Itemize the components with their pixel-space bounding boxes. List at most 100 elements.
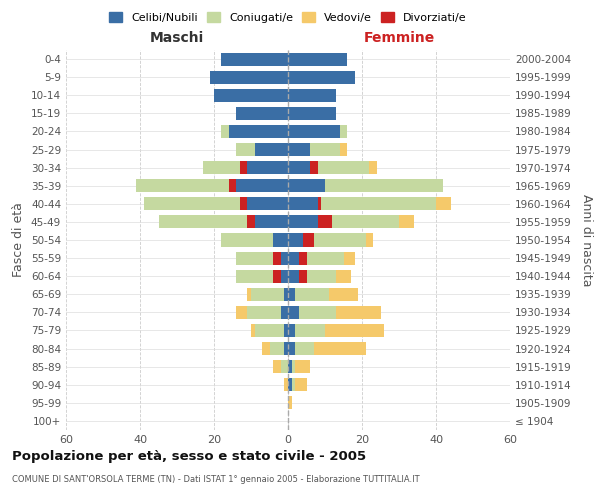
Bar xyxy=(317,216,332,228)
Bar xyxy=(288,288,295,301)
Bar xyxy=(281,360,288,373)
Bar xyxy=(288,125,340,138)
Bar xyxy=(399,216,414,228)
Bar xyxy=(288,324,295,337)
Text: Maschi: Maschi xyxy=(150,30,204,44)
Bar xyxy=(240,198,247,210)
Text: Popolazione per età, sesso e stato civile - 2005: Popolazione per età, sesso e stato civil… xyxy=(12,450,366,463)
Bar xyxy=(317,198,436,210)
Bar xyxy=(292,360,295,373)
Bar xyxy=(288,52,347,66)
Bar xyxy=(336,306,380,319)
Bar xyxy=(236,306,247,319)
Bar xyxy=(288,88,336,102)
Bar xyxy=(325,179,443,192)
Bar xyxy=(288,306,299,319)
Bar xyxy=(288,143,310,156)
Bar xyxy=(136,179,236,192)
Bar xyxy=(299,306,336,319)
Bar xyxy=(281,252,288,264)
Bar xyxy=(310,161,370,174)
Bar xyxy=(254,216,288,228)
Bar xyxy=(288,378,292,392)
Bar xyxy=(436,198,451,210)
Bar xyxy=(299,270,307,282)
Bar xyxy=(288,252,299,264)
Bar xyxy=(288,342,295,355)
Bar xyxy=(336,270,351,282)
Legend: Celibi/Nubili, Coniugati/e, Vedovi/e, Divorziati/e: Celibi/Nubili, Coniugati/e, Vedovi/e, Di… xyxy=(109,12,467,22)
Bar xyxy=(303,234,314,246)
Bar xyxy=(292,378,295,392)
Bar xyxy=(281,270,288,282)
Bar xyxy=(295,288,329,301)
Bar xyxy=(273,360,281,373)
Bar xyxy=(284,378,288,392)
Bar xyxy=(247,161,288,174)
Bar xyxy=(247,198,288,210)
Bar xyxy=(236,270,281,282)
Bar xyxy=(310,143,340,156)
Bar xyxy=(288,161,310,174)
Y-axis label: Fasce di età: Fasce di età xyxy=(13,202,25,278)
Bar xyxy=(281,306,288,319)
Bar xyxy=(288,360,292,373)
Bar xyxy=(288,179,325,192)
Bar xyxy=(221,234,273,246)
Bar xyxy=(325,324,384,337)
Bar xyxy=(221,125,229,138)
Bar xyxy=(340,143,347,156)
Bar xyxy=(158,216,254,228)
Bar xyxy=(314,342,366,355)
Bar xyxy=(143,198,247,210)
Bar xyxy=(317,198,322,210)
Bar xyxy=(247,216,254,228)
Bar xyxy=(303,234,366,246)
Bar xyxy=(247,306,281,319)
Text: Femmine: Femmine xyxy=(364,30,434,44)
Bar xyxy=(299,252,343,264)
Bar xyxy=(229,125,288,138)
Bar xyxy=(288,70,355,84)
Bar xyxy=(340,125,347,138)
Bar xyxy=(273,270,281,282)
Bar xyxy=(273,252,281,264)
Bar xyxy=(310,161,317,174)
Bar xyxy=(329,288,358,301)
Bar xyxy=(299,252,307,264)
Bar xyxy=(262,342,269,355)
Bar xyxy=(229,179,236,192)
Bar xyxy=(295,378,307,392)
Bar xyxy=(366,234,373,246)
Bar xyxy=(247,288,251,301)
Bar xyxy=(284,288,288,301)
Bar xyxy=(288,270,299,282)
Bar xyxy=(236,179,288,192)
Bar xyxy=(203,161,247,174)
Bar xyxy=(317,216,399,228)
Bar xyxy=(254,143,288,156)
Bar xyxy=(299,270,336,282)
Bar xyxy=(295,360,310,373)
Bar xyxy=(236,143,254,156)
Bar xyxy=(343,252,355,264)
Bar xyxy=(295,324,325,337)
Bar xyxy=(273,234,288,246)
Bar xyxy=(251,324,254,337)
Bar xyxy=(284,342,288,355)
Bar xyxy=(295,342,314,355)
Bar xyxy=(288,234,303,246)
Bar xyxy=(221,52,288,66)
Bar xyxy=(269,342,284,355)
Bar xyxy=(236,107,288,120)
Y-axis label: Anni di nascita: Anni di nascita xyxy=(580,194,593,286)
Bar xyxy=(251,288,284,301)
Bar xyxy=(240,161,247,174)
Bar xyxy=(214,88,288,102)
Bar xyxy=(288,107,336,120)
Bar xyxy=(288,198,317,210)
Bar xyxy=(210,70,288,84)
Bar xyxy=(288,396,292,409)
Bar xyxy=(288,216,317,228)
Bar xyxy=(284,324,288,337)
